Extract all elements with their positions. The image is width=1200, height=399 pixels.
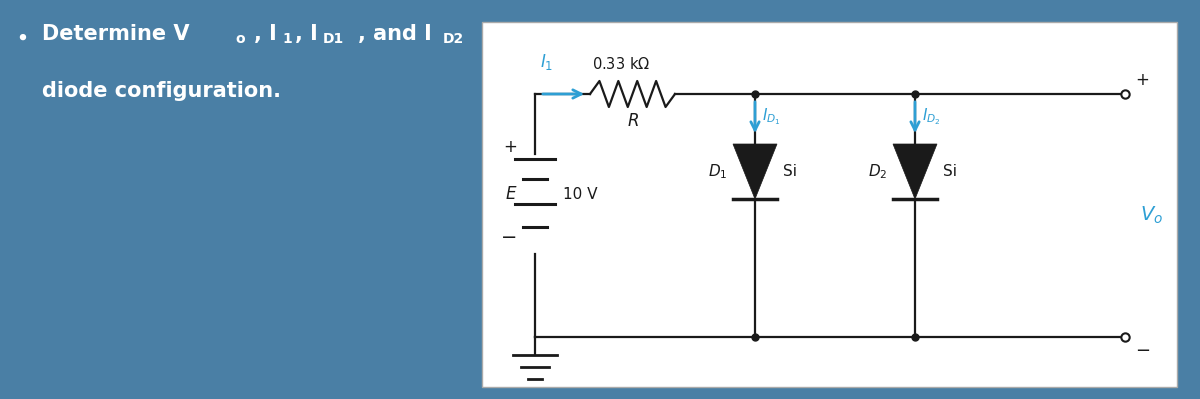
Text: +: +	[1135, 71, 1148, 89]
Text: Determine V: Determine V	[42, 24, 190, 44]
Text: , I: , I	[295, 24, 318, 44]
Text: $I_{D_1}$: $I_{D_1}$	[762, 106, 781, 126]
Text: +: +	[503, 138, 517, 156]
Text: $D_1$: $D_1$	[708, 162, 727, 181]
Polygon shape	[893, 144, 937, 199]
Polygon shape	[733, 144, 778, 199]
Text: o: o	[235, 32, 245, 46]
Text: 1: 1	[282, 32, 292, 46]
Text: D2: D2	[443, 32, 464, 46]
Text: $D_2$: $D_2$	[868, 162, 887, 181]
FancyBboxPatch shape	[482, 22, 1177, 387]
Text: $V_o$: $V_o$	[1140, 205, 1163, 226]
Text: −: −	[500, 227, 517, 247]
Text: 10 V: 10 V	[563, 186, 598, 201]
Text: $I_{D_2}$: $I_{D_2}$	[922, 106, 941, 126]
Text: $R$: $R$	[626, 112, 638, 130]
Text: for the parallel: for the parallel	[478, 24, 661, 44]
Text: D1: D1	[323, 32, 344, 46]
Text: $I_1$: $I_1$	[540, 52, 553, 72]
Text: , and I: , and I	[358, 24, 432, 44]
Text: 0.33 k$\Omega$: 0.33 k$\Omega$	[592, 56, 650, 72]
Text: , I: , I	[254, 24, 277, 44]
Text: $\bullet$: $\bullet$	[14, 27, 28, 47]
Text: Si: Si	[784, 164, 797, 179]
Text: $E$: $E$	[504, 185, 517, 203]
Text: −: −	[1135, 342, 1150, 360]
Text: Si: Si	[943, 164, 958, 179]
Text: diode configuration.: diode configuration.	[42, 81, 281, 101]
